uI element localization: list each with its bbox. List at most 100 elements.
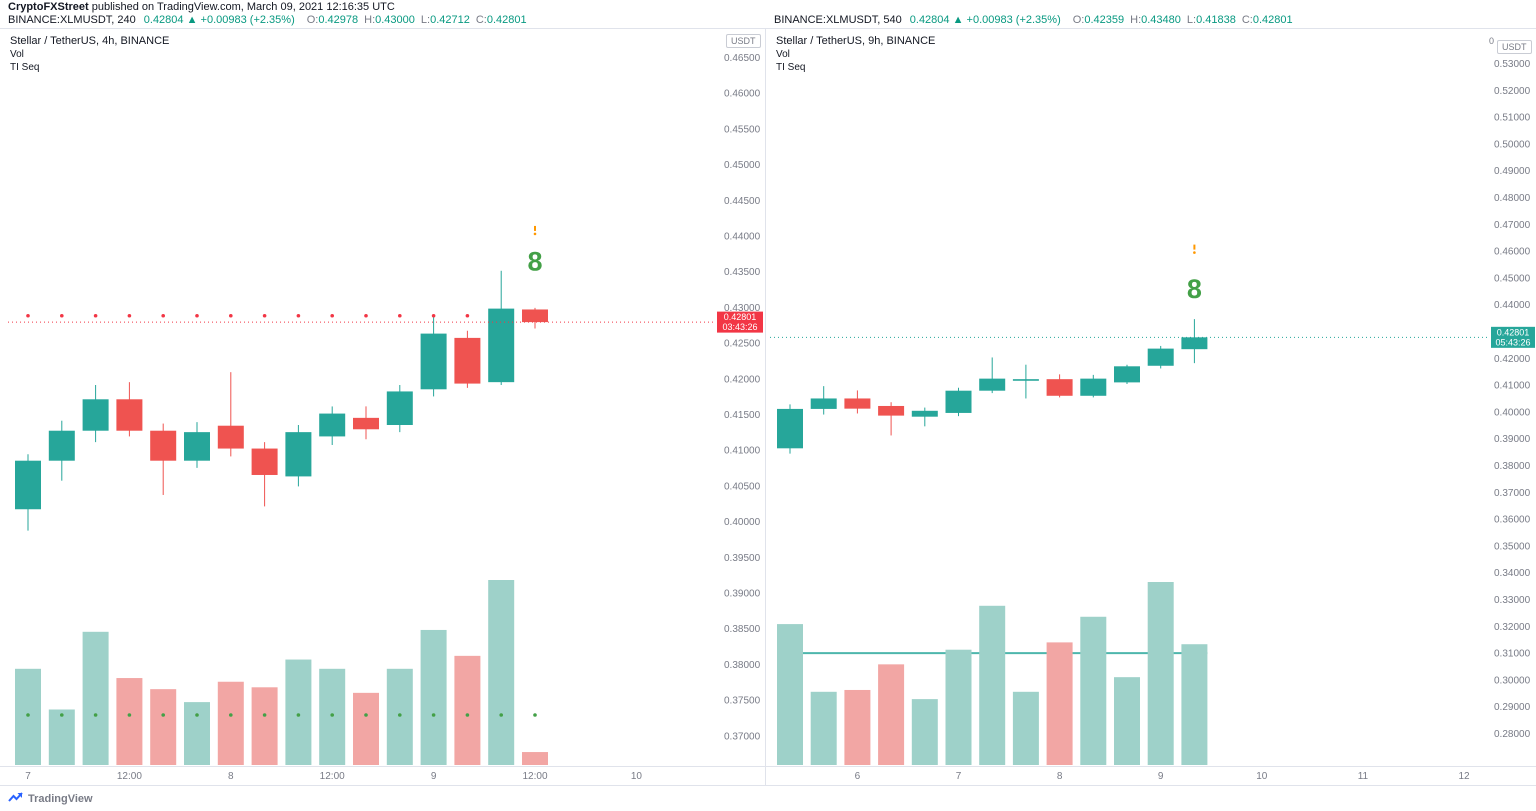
candlestick-series — [15, 270, 548, 531]
indicator-ti-seq[interactable]: TI Seq — [10, 62, 40, 73]
volume-bar — [454, 655, 481, 765]
indicator-ti-seq[interactable]: TI Seq — [776, 62, 806, 73]
candle-body — [1046, 379, 1073, 396]
candle-body — [420, 333, 447, 390]
indicator-vol[interactable]: Vol — [10, 49, 24, 60]
tradingview-logo-icon[interactable] — [8, 791, 23, 806]
attribution-text: published on TradingView.com, March 09, … — [88, 1, 395, 13]
ti-seq-dot-top — [161, 313, 165, 318]
alert-marker-icon — [1193, 244, 1196, 254]
high-value: 0.43000 — [375, 14, 415, 26]
price-tick-label: 0.38000 — [724, 660, 761, 671]
price-tick-label: 0.41000 — [724, 446, 761, 457]
ti-seq-dot-top — [262, 313, 267, 318]
volume-bar — [1181, 644, 1208, 765]
current-price-badge-bg — [717, 311, 763, 333]
volume-bar — [1114, 677, 1140, 765]
ti-seq-dot-bottom — [93, 713, 98, 717]
price-tick-label: 0.51000 — [1494, 113, 1531, 124]
volume-bar — [285, 659, 312, 765]
symbol-interval-left[interactable]: BINANCE:XLMUSDT, 240 — [8, 14, 136, 26]
ti-seq-dot-top — [93, 313, 98, 318]
quote-bar-left: BINANCE:XLMUSDT, 240 0.42804 ▲ +0.00983 (… — [8, 13, 527, 28]
candle-body — [1012, 379, 1039, 381]
price-chart-4h[interactable]: 7 12:00 8 12:00 9 12:00 10 0.46500 0.46000 0.4550… — [0, 29, 765, 785]
candle-body — [844, 398, 871, 409]
price-tick-label: 0.52000 — [1494, 86, 1531, 97]
price-tick-label: 0.40000 — [724, 517, 761, 528]
price-tick-label: 0.48000 — [1494, 193, 1531, 204]
up-arrow-icon: ▲ — [952, 14, 964, 26]
volume-bar — [1080, 616, 1107, 765]
ti-seq-dot-bottom — [262, 713, 267, 717]
candle-body — [810, 398, 837, 409]
volume-bar — [217, 681, 244, 765]
price-axis[interactable]: 0.46500 0.46000 0.45500 0.45000 0.44500 0.440… — [724, 53, 761, 742]
price-tick-label: 0.37000 — [1494, 488, 1531, 499]
open-label: O: — [306, 14, 319, 26]
alert-marker-icon — [533, 225, 537, 236]
time-tick-label: 7 — [25, 771, 31, 782]
ti-seq-dot-top — [26, 313, 30, 318]
ti-seq-dot-bottom — [60, 713, 64, 717]
volume-bar — [979, 605, 1006, 765]
price-tick-label: 0.39000 — [724, 589, 761, 600]
candle-body — [1181, 337, 1208, 350]
price-chart-9h[interactable]: 6 7 8 9 10 11 120.530000.520000.510000.500000.… — [766, 29, 1536, 785]
ti-seq-dot-top — [330, 313, 335, 318]
open-label: O: — [1072, 14, 1085, 26]
price-tick-label: 0.42000 — [1494, 354, 1531, 365]
price-tick-label: 0.42000 — [724, 374, 761, 385]
price-tick-label: 0.45500 — [724, 124, 761, 135]
candle-body — [522, 309, 548, 323]
candle-body — [1080, 378, 1107, 396]
candle-body — [878, 405, 905, 416]
ti-seq-dot-top — [296, 313, 301, 318]
chart-legend-9h: Stellar / TetherUS, 9h, BINANCE Vol TI S… — [776, 35, 935, 73]
high-label: H: — [364, 14, 376, 26]
tradingview-brand[interactable]: TradingView — [28, 792, 93, 805]
time-axis[interactable]: 7 12:00 8 12:00 9 12:00 10 — [0, 766, 765, 783]
price-tick-label: 0.50000 — [1494, 139, 1531, 150]
ti-seq-dot-bottom — [499, 713, 504, 717]
ti-seq-dot-top — [127, 313, 132, 318]
price-tick-label: 0.37500 — [724, 696, 761, 707]
candle-body — [319, 413, 346, 437]
time-axis[interactable]: 6 7 8 9 10 11 12 — [766, 766, 1536, 783]
price-tick-label: 0.45000 — [1494, 273, 1531, 284]
candle-body — [386, 391, 413, 425]
volume-bar — [878, 664, 905, 765]
change-left: +0.00983 (+2.35%) — [200, 14, 295, 26]
price-tick-label: 0.43000 — [724, 303, 761, 314]
candle-body — [184, 432, 210, 461]
price-tick-label: 0.32000 — [1494, 622, 1531, 633]
time-tick-label: 9 — [1158, 771, 1164, 782]
time-tick-label: 10 — [1256, 771, 1268, 782]
volume-bar — [251, 687, 278, 765]
close-label: C: — [1241, 14, 1253, 26]
ti-seq-dot-top — [398, 313, 402, 318]
symbol-interval-right[interactable]: BINANCE:XLMUSDT, 540 — [774, 14, 902, 26]
axis-unit-usdt[interactable]: USDT — [726, 34, 761, 48]
volume-bar — [810, 691, 837, 765]
candle-body — [82, 399, 109, 431]
chart-panel-9h: 6 7 8 9 10 11 12 0.53000 0.52000 0.51000 0.50000 0.… — [766, 28, 1536, 785]
last-price-left: 0.42804 — [143, 14, 184, 26]
volume-series — [777, 582, 1208, 765]
chart-title-4h[interactable]: Stellar / TetherUS, 4h, BINANCE — [10, 35, 170, 47]
time-tick-label: 8 — [1057, 771, 1063, 782]
time-tick-label: 12:00 — [522, 771, 547, 782]
price-tick-label: 0.35000 — [1494, 541, 1531, 552]
ti-seq-dot-bottom — [296, 713, 301, 717]
footer-bar: TradingView — [0, 785, 1536, 811]
current-price-value: 0.42801 — [1497, 327, 1530, 337]
volume-bar — [420, 629, 447, 765]
indicator-vol[interactable]: Vol — [776, 49, 790, 60]
price-tick-label: 0.43500 — [724, 267, 761, 278]
axis-unit-usdt[interactable]: USDT — [1497, 40, 1532, 54]
price-axis[interactable]: 0.53000 0.52000 0.51000 0.50000 0.49000 0.480… — [1494, 59, 1531, 740]
chart-title-9h[interactable]: Stellar / TetherUS, 9h, BINANCE — [776, 35, 936, 47]
